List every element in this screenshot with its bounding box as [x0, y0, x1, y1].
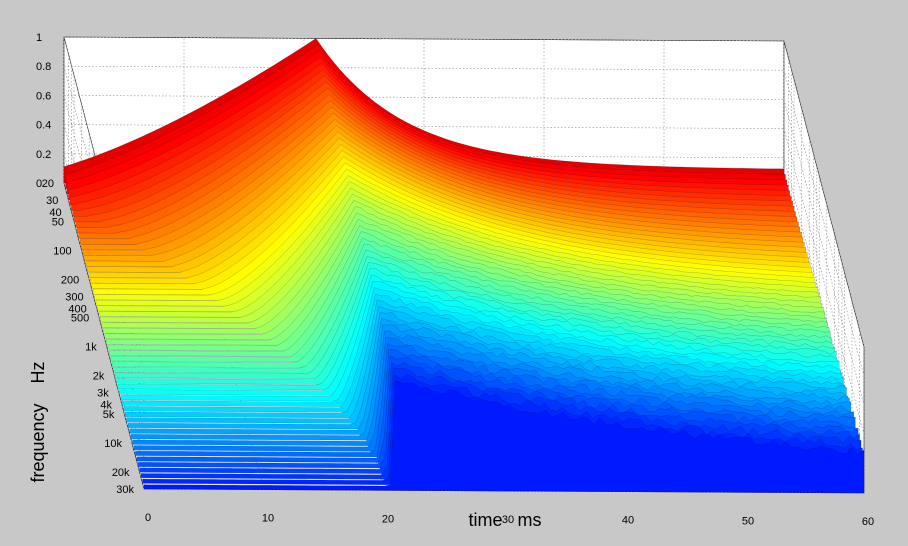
y-tick-label: 10k	[104, 438, 122, 450]
y-tick-label: 40	[49, 207, 61, 219]
waterfall-surface	[63, 38, 865, 494]
y-tick-label: 4k	[100, 400, 112, 412]
x-tick-label: 40	[622, 515, 634, 527]
x-tick-label: 0	[145, 512, 151, 524]
z-tick-label: 0.4	[36, 120, 51, 132]
grid-line-z	[783, 40, 865, 348]
y-tick-label: 300	[65, 291, 83, 303]
y-tick-label: 1k	[85, 342, 97, 354]
z-tick-label: 0.8	[36, 61, 51, 73]
y-tick-label: 30k	[116, 484, 134, 496]
grid-line-x	[63, 182, 145, 490]
y-tick-label: 100	[53, 245, 71, 257]
y-tick-label: 30	[46, 195, 58, 207]
y-tick-label: 20k	[112, 467, 130, 479]
x-axis-label: time ms	[468, 510, 541, 530]
z-tick-label: 0.6	[36, 90, 51, 102]
grid-line-z	[783, 99, 865, 406]
y-tick-label: 3k	[97, 388, 109, 400]
y-tick-label: 500	[71, 313, 89, 325]
x-tick-label: 60	[862, 516, 874, 528]
y-tick-label: 5k	[103, 409, 115, 421]
z-tick-label: 1	[36, 32, 42, 44]
y-axis-label: frequency Hz	[28, 361, 48, 482]
y-tick-label: 50	[52, 216, 64, 228]
x-tick-label: 10	[262, 513, 274, 525]
z-tick-label: 0	[36, 178, 42, 190]
y-tick-label: 200	[61, 274, 79, 286]
tick-labels: 00.20.40.60.81203040501002003004005001k2…	[36, 32, 874, 528]
x-tick-label: 30	[502, 514, 514, 526]
x-tick-label: 50	[742, 515, 754, 527]
grid-line-z	[783, 128, 865, 435]
y-tick-label: 20	[42, 178, 54, 190]
grid-line-z	[63, 36, 785, 42]
z-tick-label: 0.2	[36, 149, 51, 161]
grid-line-z	[783, 70, 865, 377]
y-tick-label: 2k	[93, 371, 105, 383]
y-tick-label: 400	[68, 303, 86, 315]
surface-slice	[143, 380, 865, 494]
x-tick-label: 20	[382, 513, 394, 525]
